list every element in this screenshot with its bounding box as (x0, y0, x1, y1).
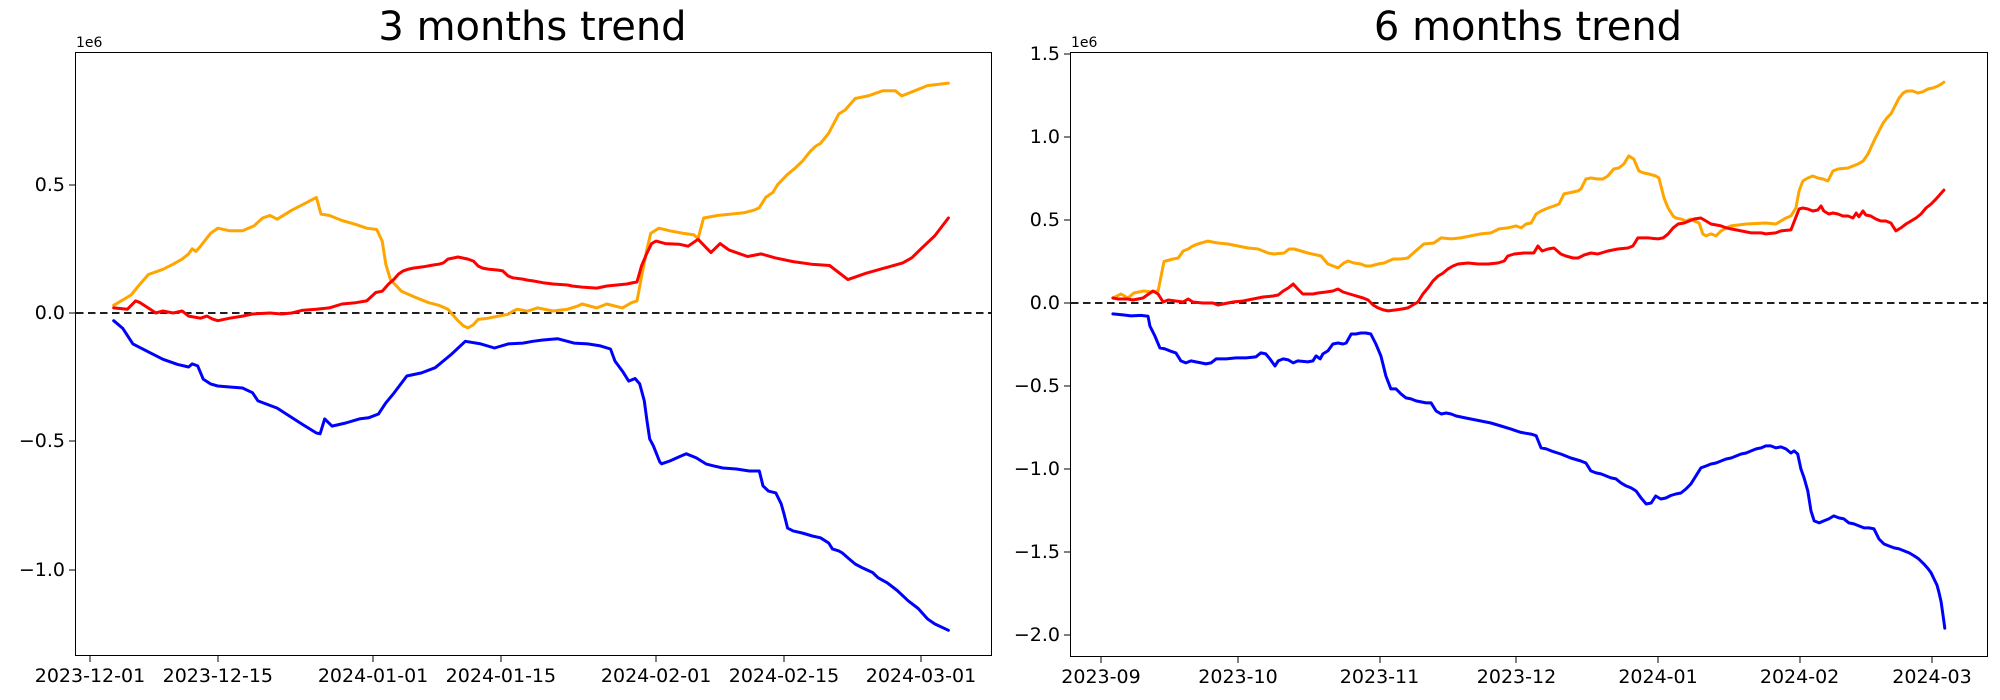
x-tick-mark (1515, 656, 1517, 663)
y-tick-label: −1.0 (18, 558, 65, 581)
x-tick-mark (1379, 656, 1380, 663)
plot-svg (76, 81, 991, 632)
series-line-blue (112, 319, 950, 632)
x-tick-mark (500, 655, 502, 662)
y-tick-label: −1.5 (1013, 540, 1060, 563)
y-tick-mark (1064, 53, 1071, 55)
x-tick-label: 2024-02-01 (600, 665, 712, 687)
chart-title-3-months: 3 months trend (378, 4, 687, 50)
y-tick-mark (1064, 136, 1071, 138)
x-tick-mark (372, 655, 374, 662)
y-tick-mark (69, 184, 76, 186)
x-tick-mark (1237, 656, 1239, 663)
series-line-red (112, 216, 950, 323)
x-tick-mark (655, 655, 657, 662)
series-line-orange (112, 81, 950, 330)
plot-area-6-months: 2023-09 2023-10 2023-11 2023-12 2024-01 2024-… (1014, 43, 1988, 688)
y-tick-label: 0.5 (34, 173, 65, 196)
y-tick-mark (69, 569, 76, 571)
y-tick-label: −0.5 (1013, 374, 1060, 397)
x-tick-label: 2023-10 (1198, 666, 1278, 688)
x-tick-mark (1931, 656, 1933, 663)
y-tick-mark (1064, 385, 1071, 387)
y-tick-label: −2.0 (1013, 623, 1060, 646)
y-tick-label: 0.0 (1029, 291, 1060, 314)
y-tick-mark (1064, 302, 1071, 304)
y-tick-label: 1.0 (1029, 125, 1060, 148)
x-tick-label: 2023-09 (1061, 666, 1141, 688)
y-tick-label: −0.5 (18, 430, 65, 453)
y-tick-mark (69, 440, 76, 442)
x-tick-label: 2024-01-15 (445, 665, 557, 687)
y-axis-offset-label: 1e6 (1071, 35, 1098, 51)
y-tick-mark (1064, 551, 1071, 553)
x-tick-label: 2023-12 (1476, 666, 1557, 688)
y-tick-mark (69, 312, 76, 314)
x-tick-mark (1799, 656, 1801, 663)
x-tick-mark (89, 655, 91, 662)
x-tick-mark (783, 655, 785, 662)
x-tick-label: 2023-12-15 (162, 665, 274, 687)
x-tick-label: 2023-12-01 (34, 665, 146, 687)
series-line-orange (1111, 80, 1946, 300)
y-axis-offset-label: 1e6 (76, 35, 103, 51)
y-tick-label: 0.5 (1029, 208, 1060, 231)
plot-area-3-months: 2023-12-01 2023-12-15 2024-01-01 2024-01-15… (19, 52, 992, 687)
chart-title-6-months: 6 months trend (1373, 4, 1683, 50)
x-tick-label: 2024-02 (1759, 666, 1840, 688)
y-tick-mark (1064, 219, 1071, 221)
series-line-red (1111, 188, 1946, 313)
series-line-blue (1111, 312, 1947, 630)
x-tick-label: 2024-01 (1618, 666, 1698, 688)
x-tick-label: 2024-03-01 (865, 665, 977, 687)
y-tick-label: 0.0 (34, 302, 65, 325)
x-tick-label: 2024-02-15 (728, 665, 840, 687)
x-tick-label: 2023-11 (1339, 666, 1420, 688)
x-tick-mark (1100, 656, 1102, 663)
x-tick-label: 2024-03 (1892, 666, 1972, 688)
plot-svg (1071, 80, 1987, 630)
x-tick-label: 2024-01-01 (317, 665, 429, 687)
x-tick-mark (920, 655, 922, 662)
x-tick-mark (217, 655, 219, 662)
y-tick-label: 1.5 (1029, 42, 1060, 65)
y-tick-mark (1064, 468, 1071, 470)
y-tick-label: −1.0 (1013, 457, 1060, 480)
x-tick-mark (1657, 656, 1659, 663)
y-tick-mark (1064, 634, 1071, 636)
